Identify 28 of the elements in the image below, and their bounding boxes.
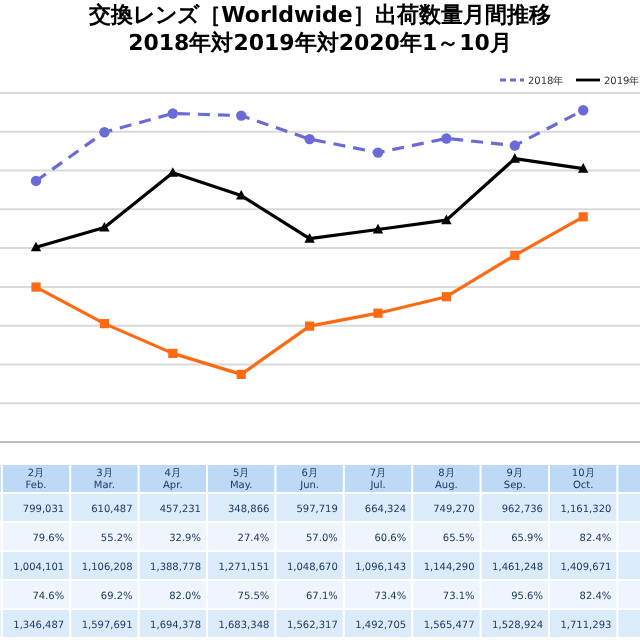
point <box>441 292 451 302</box>
point <box>578 212 588 222</box>
point <box>441 133 452 144</box>
chart-subtitle: 2018年対2019年対2020年1～10月 <box>128 30 512 56</box>
point <box>304 233 315 243</box>
point <box>236 110 247 121</box>
point <box>305 321 315 331</box>
point <box>304 133 315 145</box>
point <box>372 223 384 234</box>
point <box>372 147 384 158</box>
point <box>99 319 109 329</box>
point <box>168 348 178 358</box>
point <box>578 163 589 173</box>
point <box>99 221 110 232</box>
chart-title: 交換レンズ［Worldwide］出荷数量月間推移 <box>87 2 551 28</box>
point <box>30 241 42 252</box>
point <box>99 127 110 138</box>
point <box>441 214 452 225</box>
point <box>167 167 178 177</box>
point <box>373 308 383 318</box>
point <box>509 140 520 151</box>
point <box>167 108 178 119</box>
point <box>510 250 520 260</box>
point <box>509 153 520 163</box>
point <box>236 369 246 379</box>
point <box>30 175 42 187</box>
point <box>578 105 589 116</box>
point <box>31 282 41 292</box>
